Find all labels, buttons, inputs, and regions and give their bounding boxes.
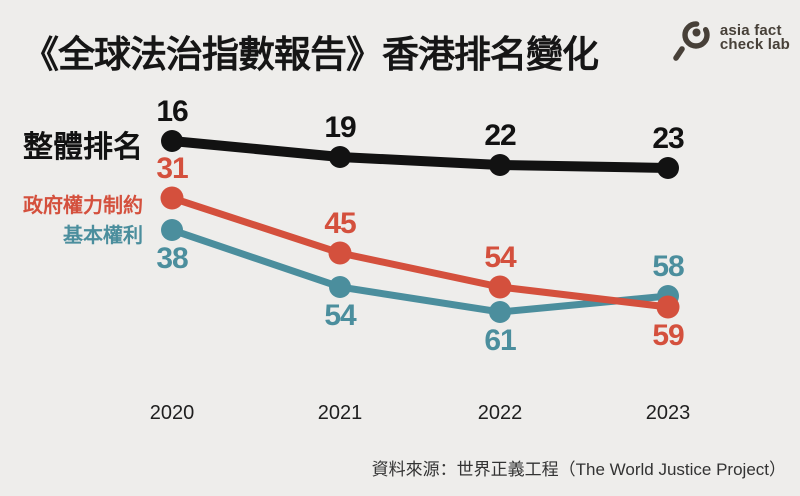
series-line-government-power-constraints (168, 194, 672, 311)
value-label-overall-ranking-2020: 16 (156, 95, 188, 128)
logo-text-line2: check lab (719, 36, 790, 53)
data-point-overall-ranking-2023 (657, 157, 679, 179)
value-label-fundamental-rights-2020: 38 (156, 242, 188, 275)
value-label-government-power-constraints-2021: 45 (324, 207, 356, 240)
value-label-fundamental-rights-2023: 58 (652, 250, 684, 283)
source-note: 資料來源：世界正義工程（The World Justice Project） (371, 460, 786, 479)
value-label-government-power-constraints-2022: 54 (484, 241, 516, 274)
data-point-fundamental-rights-2021 (329, 276, 351, 298)
data-point-government-power-constraints-2022 (488, 275, 512, 299)
x-axis-label-2022: 2022 (477, 402, 523, 424)
value-label-government-power-constraints-2023: 59 (652, 319, 684, 352)
value-label-overall-ranking-2022: 22 (484, 119, 516, 152)
data-point-fundamental-rights-2020 (161, 219, 183, 241)
series-line-overall-ranking (167, 136, 673, 173)
value-label-government-power-constraints-2020: 31 (156, 152, 188, 185)
value-label-overall-ranking-2023: 23 (652, 122, 684, 155)
data-point-fundamental-rights-2022 (489, 301, 511, 323)
value-label-fundamental-rights-2022: 61 (484, 324, 516, 357)
data-point-government-power-constraints-2020 (160, 186, 184, 210)
magnifier-icon (673, 21, 710, 61)
x-axis-label-2020: 2020 (149, 402, 195, 424)
x-axis-label-2021: 2021 (317, 402, 363, 424)
x-axis-label-2023: 2023 (645, 402, 691, 424)
logo-text: asia fact check lab (719, 22, 790, 53)
data-point-overall-ranking-2020 (161, 130, 183, 152)
data-point-government-power-constraints-2023 (656, 295, 680, 319)
legend-fundamental-rights: 基本權利 (63, 225, 143, 247)
brand-logo: asia fact check lab (671, 12, 790, 64)
logo-text-line1: asia fact (719, 22, 782, 39)
series-line-fundamental-rights (168, 226, 672, 316)
legend-overall-ranking: 整體排名 (23, 131, 143, 164)
page-title: 《全球法治指數報告》香港排名變化 (22, 34, 599, 75)
value-label-fundamental-rights-2021: 54 (324, 299, 356, 332)
data-point-overall-ranking-2022 (489, 154, 511, 176)
data-point-overall-ranking-2021 (329, 146, 351, 168)
data-point-government-power-constraints-2021 (328, 241, 352, 265)
legend-government-power-constraints: 政府權力制約 (23, 195, 143, 217)
value-label-overall-ranking-2021: 19 (324, 111, 356, 144)
